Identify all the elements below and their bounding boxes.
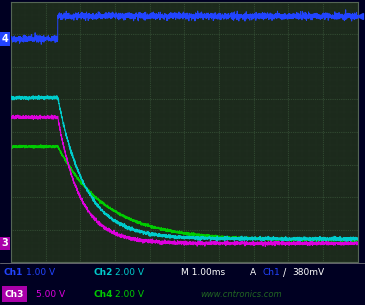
Text: 1.00 V: 1.00 V	[26, 268, 55, 278]
Text: 5.00 V: 5.00 V	[36, 290, 66, 299]
Text: /: /	[283, 268, 286, 278]
Text: Ch3: Ch3	[4, 290, 24, 299]
Text: Ch4: Ch4	[93, 290, 112, 299]
Text: 4: 4	[1, 34, 8, 44]
Text: 380mV: 380mV	[292, 268, 324, 278]
Text: Ch1: Ch1	[4, 268, 23, 278]
Text: A: A	[250, 268, 256, 278]
Text: M 1.00ms: M 1.00ms	[181, 268, 225, 278]
Text: 2.00 V: 2.00 V	[115, 268, 144, 278]
Text: Ch1: Ch1	[263, 268, 281, 278]
Text: 2.00 V: 2.00 V	[115, 290, 144, 299]
Text: Ch2: Ch2	[93, 268, 112, 278]
FancyBboxPatch shape	[2, 286, 27, 303]
Text: 3: 3	[1, 239, 8, 248]
Text: www.cntronics.com: www.cntronics.com	[201, 290, 283, 299]
